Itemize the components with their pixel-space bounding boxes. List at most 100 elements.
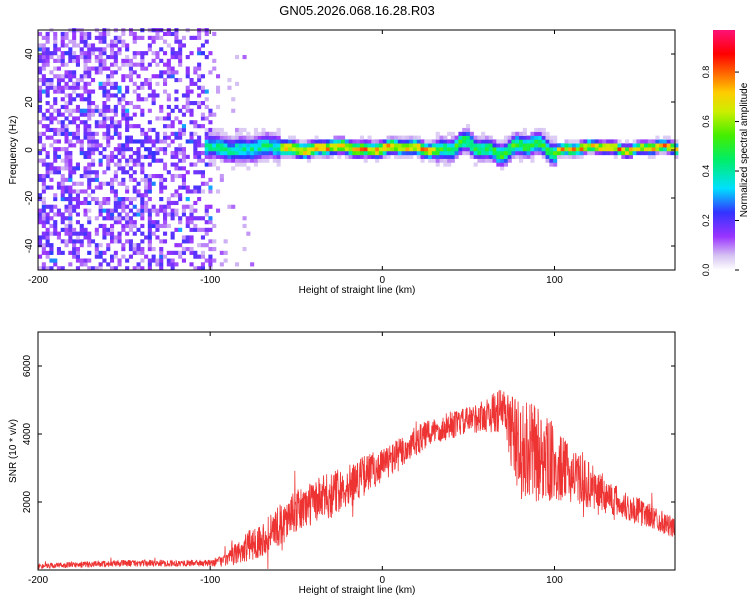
spectrogram-cell [147,177,152,182]
spectrogram-cell [94,108,99,113]
spectrogram-cell [174,243,179,248]
spectrogram-cell [106,131,111,136]
spectrogram-cell [87,101,92,106]
spectrogram-cell [344,143,349,148]
spectrogram-cell [125,185,130,190]
spectrogram-cell [110,135,115,140]
spectrogram-cell [189,235,194,240]
spectrogram-cell [163,62,168,67]
spectrogram-cell [288,139,293,144]
spectrogram-cell [530,135,535,140]
spectrogram-cell [170,124,175,129]
spectrogram-cell [257,135,262,140]
spectrogram-cell [556,147,561,152]
spectrogram-cell [204,220,209,225]
spectrogram-cell [219,135,224,140]
spectrogram-cell [49,85,54,90]
spectrogram-cell [98,254,103,259]
spectrogram-cell [75,250,80,255]
spectrogram-cell [356,154,361,159]
spectrogram-cell [189,89,194,94]
spectrogram-cell [238,131,243,136]
spectrogram-cell [409,154,414,159]
spectrogram-cell [219,250,224,255]
spectrogram-cell [492,143,497,148]
spectrogram-cell [223,139,228,144]
spectrogram-cell [53,158,58,163]
spectrogram-cell [140,81,145,86]
spectrogram-cell [79,223,84,229]
spectrogram-cell [144,51,149,56]
spectrogram-cell [87,258,92,263]
spectrogram-cell [98,151,103,156]
spectrogram-cell [91,170,96,175]
spectrogram-cell [147,151,152,156]
spectrogram-cell [60,31,65,37]
spectrogram-cell [299,143,304,148]
spectrogram-cell [64,85,69,90]
spectrogram-cell [170,200,175,206]
spectrogram-cell [291,154,296,159]
spectrogram-cell [257,151,262,156]
spectrogram-cell [216,139,221,144]
spectrogram-cell [106,104,111,110]
spectrogram-cell [617,143,622,148]
spectrogram-cell [64,227,69,232]
spectrogram-cell [98,108,103,113]
spectrogram-cell [147,85,152,90]
spectrogram-cell [670,139,675,144]
spectrogram-cell [106,135,111,140]
spectrogram-cell [132,177,137,182]
spectrogram-cell [151,158,156,163]
spectrogram-cells [38,28,679,271]
spectrogram-cell [45,89,50,94]
spectrogram-cell [110,266,115,271]
spectrogram-cell [60,158,65,163]
spectrogram-cell [147,185,152,190]
spectrogram-cell [424,151,429,156]
spectrogram-cell [68,70,73,75]
spectrogram-cell [140,154,145,159]
spectrogram-cell [87,143,92,148]
spectrogram-cell [151,51,156,56]
spectrogram-cell [163,139,168,144]
spectrogram-cell [617,151,622,156]
spectrogram-cell [219,139,224,144]
spectrogram-cell [306,143,311,148]
spectrogram-cell [272,158,277,163]
spectrogram-cell [318,151,323,156]
spectrogram-cell [344,147,349,152]
spectrogram-cell [102,31,107,37]
spectrogram-cell [185,66,190,71]
spectrogram-cell [87,127,92,133]
spectrogram-cell [238,135,243,140]
spectrogram-cell [174,89,179,94]
spectrogram-cell [102,47,107,52]
spectrogram-cell [53,108,58,113]
spectrogram-cell [102,200,107,206]
spectrogram-cell [481,139,486,144]
spectrogram-cell [147,239,152,244]
spectrogram-cell [45,51,50,56]
spectrogram-cell [193,151,198,156]
spectrogram-cell [617,147,622,152]
spectrogram-cell [450,139,455,144]
spectrogram-cell [435,131,440,136]
spectrogram-cell [41,208,46,213]
spectrogram-cell [435,154,440,159]
spectrogram-cell [102,85,107,90]
spectrogram-cell [469,131,474,136]
spectrogram-cell [53,74,58,79]
spectrogram-cell [181,35,186,40]
spectrogram-cell [579,143,584,148]
spectrogram-cell [75,181,80,186]
spectrogram-cell [159,262,164,267]
spectrogram-cell [613,154,618,159]
spectrogram-cell [87,170,92,175]
spectrogram-cell [204,139,209,144]
spectrogram-cell [64,62,69,67]
spectrogram-cell [333,139,338,144]
spectrogram-cell [458,143,463,148]
spectrogram-cell [102,51,107,56]
spectrogram-cell [113,93,118,98]
